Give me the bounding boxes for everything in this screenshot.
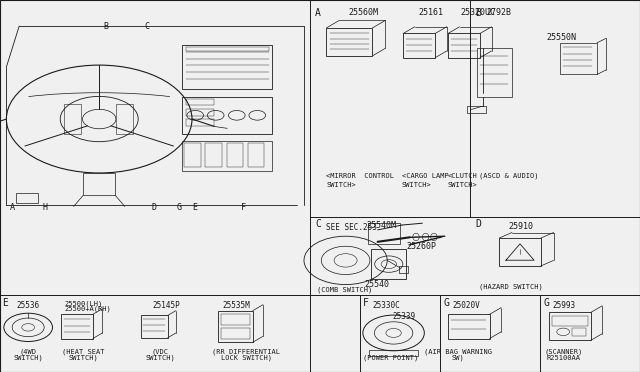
Text: (RR DIFFERENTIAL: (RR DIFFERENTIAL (212, 349, 280, 355)
Text: 25560M: 25560M (348, 8, 378, 17)
Text: (4WD: (4WD (20, 349, 36, 355)
Text: 25910: 25910 (508, 222, 533, 231)
Bar (326, 28, 372, 56)
Text: 25020V: 25020V (453, 301, 481, 310)
Bar (184, 143, 201, 167)
Text: SWITCH): SWITCH) (13, 355, 43, 361)
Bar (448, 33, 480, 58)
Text: 25145P: 25145P (152, 301, 180, 310)
Text: (HAZARD SWITCH): (HAZARD SWITCH) (479, 283, 543, 290)
Bar (186, 119, 214, 126)
Text: A: A (10, 203, 15, 212)
Bar (16, 193, 38, 203)
Text: E: E (2, 298, 8, 308)
Text: <CLUTCH: <CLUTCH (448, 173, 477, 179)
Text: (AIR BAG WARNING: (AIR BAG WARNING (424, 349, 492, 355)
Bar (186, 109, 214, 116)
Text: D: D (475, 219, 481, 230)
Text: A: A (315, 8, 321, 18)
Text: (ASCD & AUDIO): (ASCD & AUDIO) (479, 173, 538, 179)
Text: SW): SW) (451, 355, 464, 361)
Bar (221, 328, 250, 339)
Text: 25540: 25540 (365, 280, 390, 289)
Text: C: C (315, 219, 321, 230)
Text: C: C (145, 22, 150, 31)
Bar (186, 46, 269, 51)
Text: 25535M: 25535M (223, 301, 250, 310)
Bar (182, 45, 272, 89)
Text: G: G (543, 298, 549, 308)
Text: <CARGO LAMP: <CARGO LAMP (402, 173, 449, 179)
Bar (64, 104, 81, 134)
Bar (182, 97, 272, 134)
Bar (369, 350, 418, 356)
Text: SWITCH): SWITCH) (145, 355, 175, 361)
Text: (POWER POINT): (POWER POINT) (363, 354, 418, 360)
Text: (VDC: (VDC (152, 349, 168, 355)
Bar (227, 143, 243, 167)
Text: 25540M: 25540M (366, 221, 396, 230)
Text: E: E (193, 203, 198, 212)
Bar (368, 223, 400, 244)
Polygon shape (326, 20, 385, 28)
Bar (560, 43, 597, 74)
Bar (467, 106, 486, 113)
Text: 25550N: 25550N (547, 33, 577, 42)
Text: 2792B: 2792B (486, 8, 511, 17)
Text: (SCANNER): (SCANNER) (544, 349, 582, 355)
Text: 25500+A(RH): 25500+A(RH) (64, 306, 111, 312)
Text: LOCK SWITCH): LOCK SWITCH) (221, 355, 272, 361)
Bar (221, 314, 250, 325)
Text: H: H (42, 203, 47, 212)
Bar (499, 238, 541, 266)
Bar (61, 314, 93, 339)
Text: SWITCH>: SWITCH> (448, 182, 477, 188)
Bar (182, 141, 272, 171)
Text: 25500(LH): 25500(LH) (64, 301, 102, 307)
Text: 25536: 25536 (16, 301, 39, 310)
Text: SWITCH>: SWITCH> (326, 182, 356, 188)
Bar (116, 104, 132, 134)
Text: R25100AA: R25100AA (546, 355, 580, 361)
Bar (549, 312, 591, 340)
Bar (399, 266, 408, 273)
Text: 25320UC: 25320UC (460, 8, 495, 17)
Bar (141, 315, 168, 338)
Text: 25161: 25161 (419, 8, 444, 17)
Text: 25260P: 25260P (406, 242, 436, 251)
Text: SWITCH>: SWITCH> (402, 182, 431, 188)
Bar (371, 249, 406, 279)
Text: (COMB SWITCH): (COMB SWITCH) (317, 286, 372, 293)
Bar (572, 328, 586, 336)
Bar (218, 311, 253, 342)
Text: F: F (364, 298, 369, 308)
Text: B: B (475, 8, 481, 18)
Text: SWITCH): SWITCH) (68, 355, 98, 361)
Text: <MIRROR  CONTROL: <MIRROR CONTROL (326, 173, 394, 179)
Text: (HEAT SEAT: (HEAT SEAT (62, 349, 104, 355)
Text: 25993: 25993 (553, 301, 576, 310)
Bar (477, 48, 512, 97)
Text: SEE SEC.253: SEE SEC.253 (326, 223, 377, 232)
Text: 25339: 25339 (392, 312, 415, 321)
Bar (186, 99, 214, 105)
Bar (205, 143, 222, 167)
Bar (403, 33, 435, 58)
Bar (552, 316, 588, 326)
Text: G: G (177, 203, 182, 212)
Bar (448, 314, 490, 339)
Text: F: F (241, 203, 246, 212)
Polygon shape (372, 20, 385, 56)
Bar (83, 173, 115, 195)
Text: B: B (103, 22, 108, 31)
Text: 25330C: 25330C (372, 301, 401, 310)
Text: G: G (443, 298, 449, 308)
Bar (248, 143, 264, 167)
Text: D: D (151, 203, 156, 212)
